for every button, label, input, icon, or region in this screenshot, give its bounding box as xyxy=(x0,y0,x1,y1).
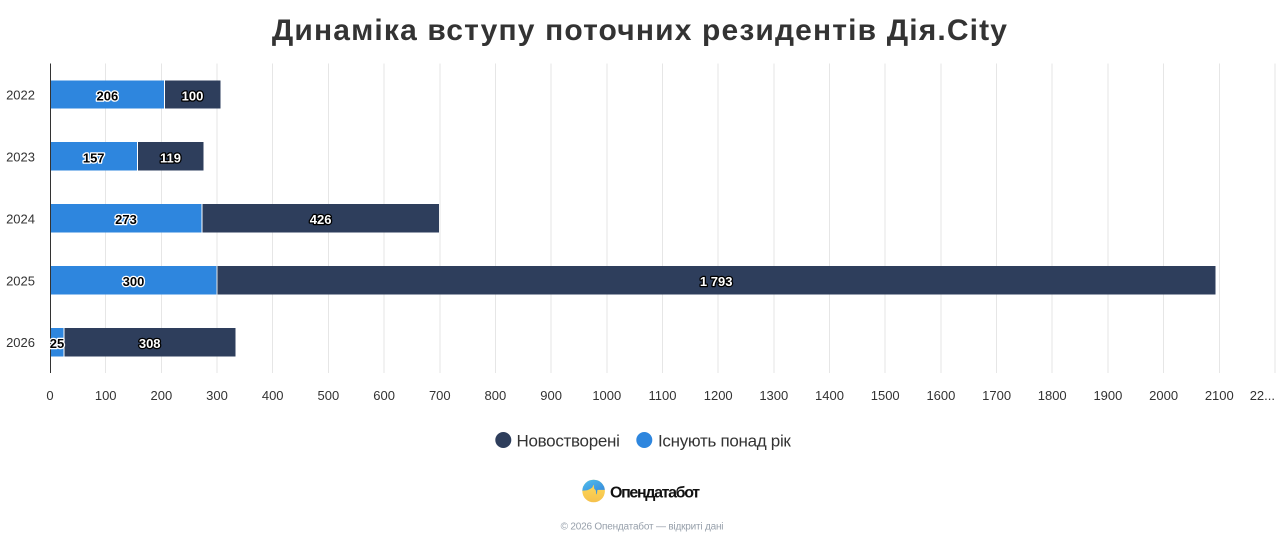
svg-text:1300: 1300 xyxy=(759,388,788,403)
svg-text:2025: 2025 xyxy=(6,273,35,288)
svg-text:1800: 1800 xyxy=(1038,388,1067,403)
svg-text:300: 300 xyxy=(206,388,228,403)
svg-text:1700: 1700 xyxy=(982,388,1011,403)
svg-text:300: 300 xyxy=(123,274,145,289)
svg-text:2023: 2023 xyxy=(6,150,35,165)
svg-text:2022: 2022 xyxy=(6,88,35,103)
svg-text:25: 25 xyxy=(50,336,64,351)
svg-text:0: 0 xyxy=(46,388,53,403)
svg-text:200: 200 xyxy=(151,388,173,403)
svg-text:© 2026 Опендатабот — відкриті: © 2026 Опендатабот — відкриті дані xyxy=(561,521,724,533)
svg-text:100: 100 xyxy=(182,89,204,104)
svg-text:1900: 1900 xyxy=(1093,388,1122,403)
svg-text:1400: 1400 xyxy=(815,388,844,403)
svg-text:1600: 1600 xyxy=(926,388,955,403)
svg-text:700: 700 xyxy=(429,388,451,403)
svg-text:900: 900 xyxy=(540,388,562,403)
svg-text:1000: 1000 xyxy=(592,388,621,403)
svg-text:100: 100 xyxy=(95,388,117,403)
svg-text:1500: 1500 xyxy=(871,388,900,403)
svg-text:157: 157 xyxy=(83,150,105,165)
svg-text:Існують понад рік: Існують понад рік xyxy=(658,431,791,450)
svg-text:Динаміка вступу поточних резид: Динаміка вступу поточних резидентів Дія.… xyxy=(272,14,1008,47)
svg-text:400: 400 xyxy=(262,388,284,403)
svg-text:1100: 1100 xyxy=(649,388,677,403)
svg-text:206: 206 xyxy=(97,89,119,104)
svg-text:2026: 2026 xyxy=(6,335,35,350)
svg-text:308: 308 xyxy=(139,336,161,351)
svg-text:1200: 1200 xyxy=(704,388,733,403)
svg-text:800: 800 xyxy=(485,388,507,403)
svg-text:2000: 2000 xyxy=(1149,388,1178,403)
svg-text:2024: 2024 xyxy=(6,211,35,226)
svg-text:119: 119 xyxy=(160,150,181,165)
svg-text:1 793: 1 793 xyxy=(700,274,733,289)
svg-text:500: 500 xyxy=(318,388,340,403)
svg-text:600: 600 xyxy=(373,388,395,403)
svg-text:426: 426 xyxy=(310,212,332,227)
svg-text:Опендатабот: Опендатабот xyxy=(610,485,700,502)
svg-text:Новостворені: Новостворені xyxy=(517,431,620,450)
svg-text:2100: 2100 xyxy=(1205,388,1234,403)
svg-text:273: 273 xyxy=(115,212,137,227)
svg-text:22...: 22... xyxy=(1250,388,1275,403)
